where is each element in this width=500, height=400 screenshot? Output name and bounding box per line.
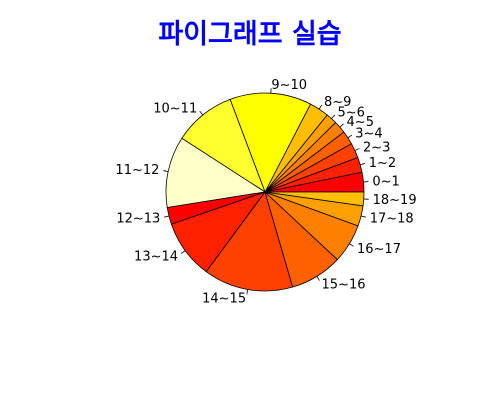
label-tick-3~4 — [347, 134, 353, 139]
slice-label-17~18: 17~18 — [370, 212, 414, 227]
slice-label-0~1: 0~1 — [372, 175, 399, 190]
slice-label-18~19: 18~19 — [373, 193, 417, 208]
label-tick-2~3 — [354, 148, 360, 151]
label-tick-10~11 — [199, 110, 204, 116]
slice-label-12~13: 12~13 — [116, 212, 160, 227]
slice-label-3~4: 3~4 — [355, 126, 382, 141]
label-tick-0~1 — [363, 181, 369, 183]
slice-label-16~17: 16~17 — [357, 242, 401, 257]
slice-label-9~10: 9~10 — [271, 78, 307, 93]
label-tick-4~5 — [339, 123, 344, 128]
slice-label-13~14: 13~14 — [134, 249, 178, 264]
label-tick-15~16 — [316, 276, 320, 281]
label-tick-1~2 — [360, 163, 366, 166]
pie-slice-9~10 — [229, 92, 312, 193]
slice-labels: 0~1 1~22~33~44~55~68~9 9~10 10~11 11~12 12~13… — [115, 78, 416, 307]
label-tick-5~6 — [331, 114, 336, 119]
label-tick-17~18 — [360, 215, 366, 218]
label-tick-14~15 — [246, 289, 249, 295]
pie-slice-11~12 — [165, 137, 267, 208]
pie-slice-14~15 — [205, 191, 294, 292]
slice-label-10~11: 10~11 — [153, 102, 197, 117]
slice-label-8~9: 8~9 — [324, 95, 351, 110]
slice-label-15~16: 15~16 — [322, 277, 366, 292]
label-tick-12~13 — [164, 215, 170, 218]
slice-label-11~12: 11~12 — [115, 163, 159, 178]
slice-label-5~6: 5~6 — [337, 106, 364, 121]
slice-label-1~2: 1~2 — [369, 156, 396, 171]
slice-label-14~15: 14~15 — [202, 292, 246, 307]
label-ticks — [163, 88, 369, 295]
label-tick-16~17 — [349, 243, 354, 247]
pie-slices — [165, 92, 365, 292]
label-tick-11~12 — [163, 170, 169, 172]
slice-label-2~3: 2~3 — [363, 140, 390, 155]
chart-title: 파이그래프 실습 — [158, 19, 342, 50]
label-tick-8~9 — [318, 104, 323, 110]
label-tick-13~14 — [180, 250, 186, 254]
slice-label-4~5: 4~5 — [347, 115, 374, 130]
